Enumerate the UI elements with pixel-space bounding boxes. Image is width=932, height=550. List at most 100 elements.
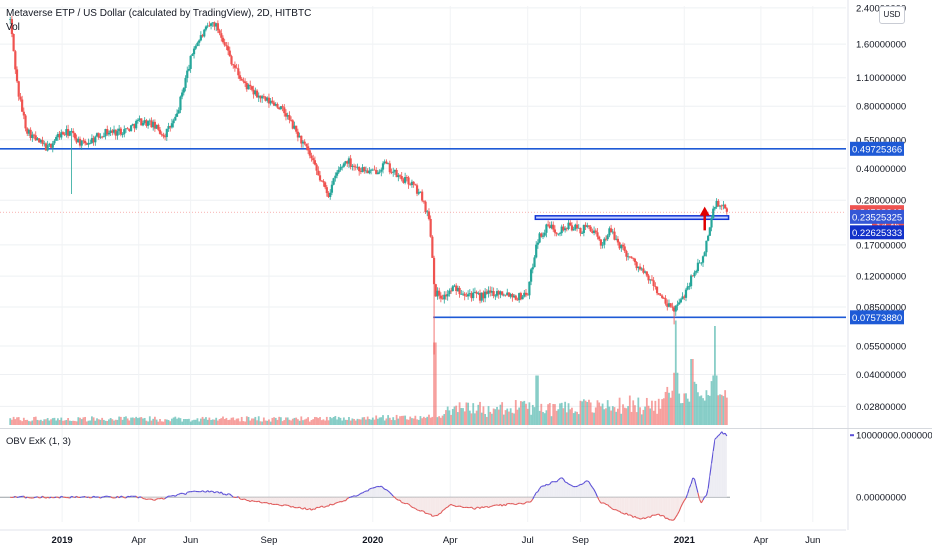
candle-body [434,284,437,297]
obv-segment [33,496,36,499]
symbol-title[interactable]: Metaverse ETP / US Dollar (calculated by… [6,8,312,19]
obv-segment [214,491,217,494]
obv-segment [556,479,559,483]
obv-segment [619,510,622,514]
obv-segment [529,501,532,503]
candle-body [250,86,254,90]
volume-bar [138,417,141,425]
candle-body [507,292,511,297]
volume-bar [162,421,165,425]
volume-bar [720,394,723,425]
volume-legend[interactable]: Vol [6,22,20,33]
obv-fill [515,497,518,505]
obv-segment [231,495,234,498]
candle-body [359,171,362,173]
candle-body [249,84,252,87]
volume-bar [230,417,233,425]
y-tick-label: 1.10000000 [856,73,906,84]
volume-bar [242,421,245,425]
y-tick-label: 0.55000000 [856,135,906,146]
obv-fill [405,497,407,504]
volume-bar [450,414,452,425]
candle-body [119,128,122,135]
pane-separator[interactable] [0,428,932,429]
candle-body [14,51,17,70]
obv-fill [473,497,475,510]
volume-bar [33,417,35,425]
obv-segment [569,484,573,487]
candle-body [112,129,116,133]
obv-segment [433,514,436,517]
obv-segment [564,481,568,484]
candle-body [642,268,645,273]
x-tick-label: 2021 [674,535,696,546]
obv-segment [27,496,30,499]
candle-body [667,303,671,307]
volume-bar [325,416,328,425]
volume-bar [594,407,597,425]
obv-fill [268,497,271,504]
volume-bar [402,415,405,425]
obv-segment [680,503,684,508]
obv-segment [705,488,709,496]
volume-bar [671,390,674,425]
obv-segment [655,514,658,516]
obv-segment [209,490,212,493]
volume-bar [674,320,677,425]
candle-body [21,99,24,112]
obv-fill [417,497,419,511]
volume-bar [428,414,430,425]
candle-body [240,78,243,81]
candle-body [106,129,109,135]
candle-body [482,292,485,299]
candle-body [10,19,14,35]
candle-body [66,129,70,136]
volume-bar [509,408,512,425]
obv-fill [619,497,622,513]
obv-fill [670,497,673,521]
obv-segment [260,501,263,504]
volume-bar [29,421,32,425]
obv-fill [374,486,377,498]
volume-bar [468,410,471,425]
volume-bar [375,415,378,425]
volume-bar [351,418,354,425]
candle-body [472,292,475,299]
candle-body [596,232,599,237]
volume-bar [397,418,400,425]
volume-bar [439,417,442,425]
obv-fill [551,481,554,498]
candle-body [393,169,397,172]
obv-fill [508,497,511,504]
y-tick-label: 0.02800000 [856,402,906,413]
volume-bar [106,421,109,425]
volume-bar [560,402,563,425]
candle-body [41,139,44,144]
candle-body [695,271,698,273]
obv-fill [563,479,566,498]
candle-body [378,171,381,173]
candle-body [489,290,492,293]
obv-fill [519,497,521,504]
volume-bar [307,417,310,425]
candle-body [684,289,688,298]
volume-bar [380,417,383,425]
volume-bar [184,419,187,425]
candle-body [94,136,97,143]
candle-body [548,225,551,228]
volume-bar [589,402,592,425]
obv-segment [71,495,74,498]
volume-bar [525,403,527,425]
obv-fill [255,497,258,502]
obv-fill [299,497,302,509]
volume-bar [143,417,146,425]
obv-legend[interactable]: OBV ExK (1, 3) [6,436,71,447]
obv-segment [59,495,62,499]
obv-segment [578,484,581,486]
obv-fill [408,497,411,506]
candle-body [334,175,337,179]
x-tick-label: 2020 [362,535,383,546]
obv-fill [320,497,322,508]
currency-button[interactable]: USD [879,6,905,24]
